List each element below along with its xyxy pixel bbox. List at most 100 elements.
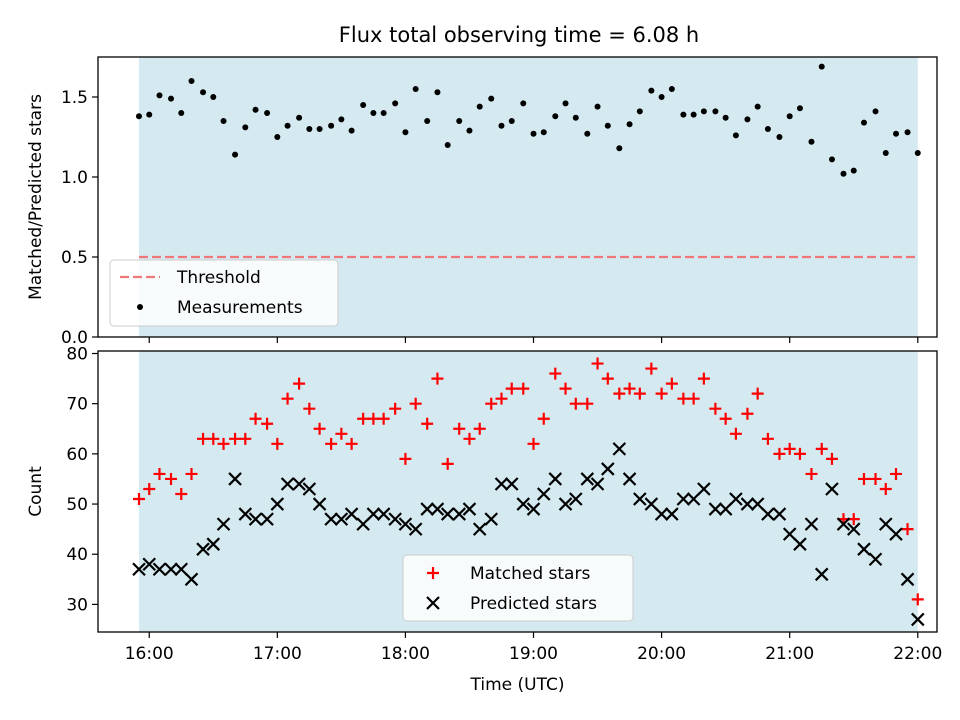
predicted-star-marker [665, 507, 679, 521]
matched-star-marker [783, 442, 796, 455]
y-tick-label: 80 [66, 345, 88, 365]
matched-star-marker [591, 357, 604, 370]
matched-star-marker [665, 377, 678, 390]
matched-star-marker [367, 412, 380, 425]
matched-star-marker [325, 437, 338, 450]
matched-star-marker [377, 412, 390, 425]
predicted-star-marker [280, 477, 295, 491]
matched-star-marker [261, 417, 274, 430]
measurement-point [732, 132, 739, 139]
predicted-star-marker [580, 472, 595, 486]
measurement-point [690, 111, 697, 118]
measurement-point [626, 121, 633, 128]
x-tick-label: 22:00 [893, 644, 942, 664]
measurement-point [402, 129, 409, 136]
predicted-star-marker [590, 477, 605, 491]
legend-threshold-label: Threshold [176, 268, 261, 288]
matched-star-marker [229, 432, 242, 445]
predicted-star-marker [430, 502, 445, 516]
y-axis-label: Count [26, 466, 46, 517]
matched-star-marker [143, 482, 156, 495]
predicted-star-marker [804, 517, 819, 531]
measurement-point [210, 94, 217, 100]
matched-star-marker [463, 432, 476, 445]
matched-star-marker [495, 392, 508, 405]
predicted-star-marker [868, 552, 883, 567]
predicted-star-marker [398, 517, 413, 531]
measurement-point [648, 87, 655, 94]
predicted-star-marker [462, 502, 477, 516]
predicted-star-marker [782, 527, 797, 541]
predicted-star-marker [334, 512, 349, 526]
predicted-star-marker [686, 492, 701, 506]
matched-star-marker [197, 432, 210, 445]
legend-box [402, 554, 634, 622]
x-tick-label: 17:00 [253, 644, 302, 664]
predicted-star-marker [708, 502, 723, 516]
matched-star-marker [313, 422, 326, 435]
measurement-point [168, 95, 175, 102]
predicted-star-marker [142, 557, 157, 572]
measurement-point [424, 118, 431, 124]
x-tick-label: 16:00 [125, 644, 174, 664]
predicted-star-marker [729, 492, 743, 506]
predicted-star-marker [152, 562, 167, 577]
predicted-star-marker [814, 567, 829, 582]
predicted-star-marker [408, 522, 423, 536]
x-tick-label: 20:00 [637, 644, 686, 664]
y-tick-label: 60 [66, 445, 88, 465]
measurement-point [264, 110, 271, 116]
measurement-point [284, 122, 291, 129]
matched-star-marker [249, 412, 262, 425]
matched-star-marker [441, 457, 454, 470]
matched-star-marker [303, 402, 316, 415]
measurement-point [818, 63, 825, 70]
measurement-point [860, 119, 867, 126]
predicted-star-marker [174, 562, 189, 577]
matched-star-marker [527, 437, 540, 450]
predicted-star-marker [740, 497, 755, 511]
y-tick-label: 1.5 [61, 88, 88, 108]
predicted-star-marker [196, 542, 210, 556]
legend-predicted-swatch [426, 596, 440, 610]
predicted-star-marker [184, 572, 199, 587]
predicted-star-marker [376, 507, 391, 521]
matched-star-marker [421, 417, 434, 430]
predicted-star-marker [472, 522, 487, 536]
x-tick-label: 21:00 [765, 644, 814, 664]
predicted-star-marker [516, 497, 531, 511]
measurement-point [444, 142, 451, 148]
matched-star-marker [409, 397, 422, 410]
measurement-point [786, 113, 793, 120]
predicted-star-marker [260, 512, 274, 526]
matched-star-marker [453, 422, 466, 435]
measurement-point [636, 108, 643, 115]
matched-star-marker [729, 427, 742, 440]
predicted-star-marker [772, 507, 787, 521]
measurement-point [904, 129, 911, 136]
matched-star-marker [217, 437, 230, 450]
measurement-point [360, 102, 367, 108]
matched-star-marker [335, 427, 348, 440]
matched-star-marker [805, 467, 818, 480]
measurement-point [658, 94, 665, 100]
matched-star-marker [751, 387, 764, 400]
matched-star-marker [207, 432, 220, 445]
x-axis-label: Time (UTC) [470, 675, 565, 695]
measurement-point [700, 108, 707, 115]
measurement-point [872, 108, 879, 115]
predicted-star-marker [857, 542, 871, 556]
matched-star-marker [431, 372, 444, 385]
predicted-star-marker [356, 517, 370, 531]
measurement-point [242, 124, 249, 131]
measurement-point [754, 103, 761, 110]
measurement-point [604, 122, 611, 129]
matched-star-marker [825, 452, 838, 465]
measurement-point [776, 134, 783, 140]
axes-frame [97, 56, 938, 338]
predicted-star-marker [132, 562, 146, 577]
predicted-star-marker [536, 487, 551, 501]
predicted-star-marker [644, 497, 659, 511]
measurement-point [348, 127, 355, 134]
